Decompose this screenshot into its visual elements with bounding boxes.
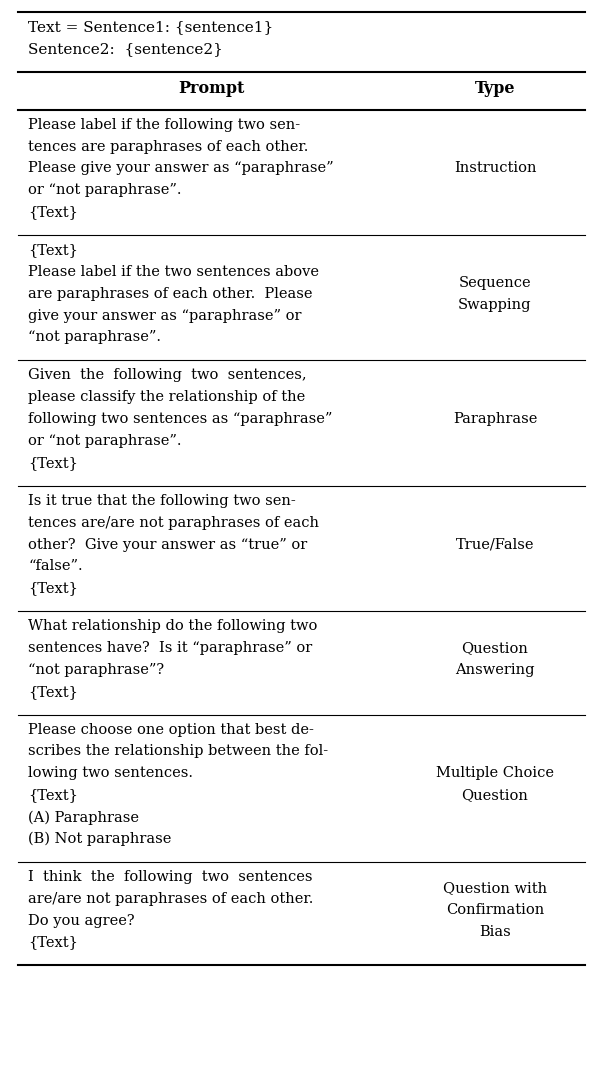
Text: Is it true that the following two sen-: Is it true that the following two sen-: [28, 494, 296, 508]
Text: {Text}: {Text}: [28, 788, 78, 803]
Text: Do you agree?: Do you agree?: [28, 913, 134, 927]
Text: following two sentences as “paraphrase”: following two sentences as “paraphrase”: [28, 412, 332, 426]
Text: {Text}: {Text}: [28, 456, 78, 470]
Text: Please choose one option that best de-: Please choose one option that best de-: [28, 722, 314, 736]
Text: What relationship do the following two: What relationship do the following two: [28, 619, 317, 633]
Text: {Text}: {Text}: [28, 205, 78, 219]
Text: give your answer as “paraphrase” or: give your answer as “paraphrase” or: [28, 308, 302, 323]
Text: Text = Sentence1: {sentence1}: Text = Sentence1: {sentence1}: [28, 20, 273, 34]
Text: other?  Give your answer as “true” or: other? Give your answer as “true” or: [28, 538, 307, 552]
Text: {Text}: {Text}: [28, 685, 78, 698]
Text: {Text}: {Text}: [28, 935, 78, 949]
Text: or “not paraphrase”.: or “not paraphrase”.: [28, 184, 182, 198]
Text: Given  the  following  two  sentences,: Given the following two sentences,: [28, 368, 307, 382]
Text: Instruction: Instruction: [454, 162, 536, 175]
Text: are/are not paraphrases of each other.: are/are not paraphrases of each other.: [28, 892, 313, 906]
Text: tences are/are not paraphrases of each: tences are/are not paraphrases of each: [28, 516, 319, 530]
Text: sentences have?  Is it “paraphrase” or: sentences have? Is it “paraphrase” or: [28, 641, 312, 655]
Text: Prompt: Prompt: [178, 79, 245, 97]
Text: or “not paraphrase”.: or “not paraphrase”.: [28, 434, 182, 449]
Text: {Text}: {Text}: [28, 581, 78, 595]
Text: Answering: Answering: [455, 662, 535, 677]
Text: please classify the relationship of the: please classify the relationship of the: [28, 390, 305, 404]
Text: Bias: Bias: [479, 924, 511, 938]
Text: {Text}: {Text}: [28, 243, 78, 257]
Text: Confirmation: Confirmation: [446, 902, 544, 917]
Text: Sentence2:  {sentence2}: Sentence2: {sentence2}: [28, 42, 223, 55]
Text: Type: Type: [475, 79, 515, 97]
Text: Please label if the following two sen-: Please label if the following two sen-: [28, 117, 300, 131]
Text: True/False: True/False: [456, 538, 534, 552]
Text: are paraphrases of each other.  Please: are paraphrases of each other. Please: [28, 287, 313, 301]
Text: Question with: Question with: [443, 881, 547, 895]
Text: Please label if the two sentences above: Please label if the two sentences above: [28, 265, 319, 279]
Text: Multiple Choice: Multiple Choice: [436, 767, 554, 781]
Text: Question: Question: [461, 641, 529, 655]
Text: Swapping: Swapping: [458, 298, 532, 312]
Text: “not paraphrase”.: “not paraphrase”.: [28, 330, 161, 344]
Text: lowing two sentences.: lowing two sentences.: [28, 767, 193, 781]
Text: “not paraphrase”?: “not paraphrase”?: [28, 662, 164, 677]
Text: tences are paraphrases of each other.: tences are paraphrases of each other.: [28, 139, 308, 153]
Text: (B) Not paraphrase: (B) Not paraphrase: [28, 832, 172, 846]
Text: Paraphrase: Paraphrase: [453, 412, 537, 426]
Text: Sequence: Sequence: [458, 276, 532, 290]
Text: “false”.: “false”.: [28, 559, 83, 573]
Text: (A) Paraphrase: (A) Paraphrase: [28, 810, 139, 824]
Text: I  think  the  following  two  sentences: I think the following two sentences: [28, 870, 313, 884]
Text: Please give your answer as “paraphrase”: Please give your answer as “paraphrase”: [28, 162, 334, 175]
Text: Question: Question: [461, 788, 529, 803]
Text: scribes the relationship between the fol-: scribes the relationship between the fol…: [28, 745, 328, 758]
